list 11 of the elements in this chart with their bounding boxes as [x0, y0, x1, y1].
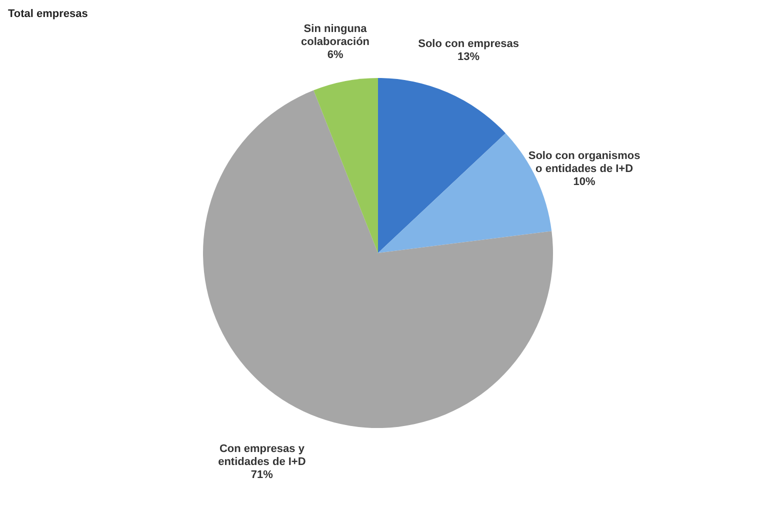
slice-label: Sin ninguna colaboración — [301, 23, 370, 48]
slice-label: Con empresas y entidades de I+D — [218, 443, 306, 468]
slice-label: Solo con empresas — [418, 38, 519, 50]
data-label: 10% — [573, 176, 596, 188]
pie-slice — [378, 78, 506, 253]
text: Total empresas — [8, 8, 88, 20]
slice-label: Solo con organismos o entidades de I+D — [528, 150, 640, 175]
pie-slice — [314, 78, 378, 253]
data-label: 6% — [327, 49, 344, 62]
data-label: 13% — [458, 50, 480, 63]
data-label: 71% — [250, 469, 274, 482]
